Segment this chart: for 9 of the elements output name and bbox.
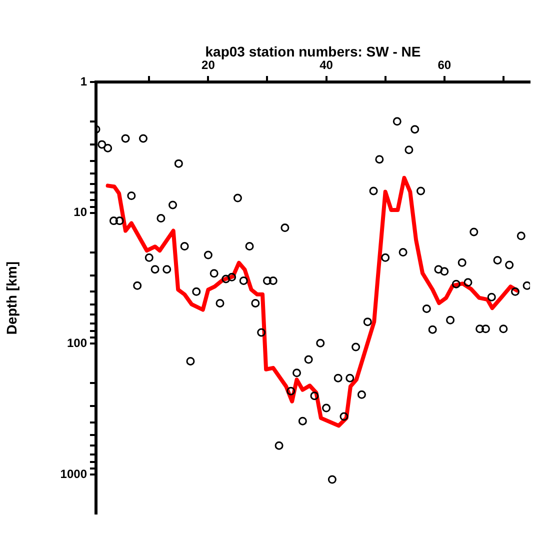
y-axis-title: Depth [km]	[3, 261, 20, 335]
x-tick-label: 40	[320, 58, 334, 72]
y-tick-label: 1000	[60, 466, 88, 481]
y-tick-label: 1	[80, 74, 88, 88]
y-tick-label: 10	[74, 205, 88, 220]
x-tick-label: 60	[438, 58, 452, 72]
x-axis-title: kap03 station numbers: SW - NE	[205, 43, 421, 60]
y-tick-label: 100	[66, 336, 88, 350]
x-tick-label: 20	[202, 58, 216, 72]
